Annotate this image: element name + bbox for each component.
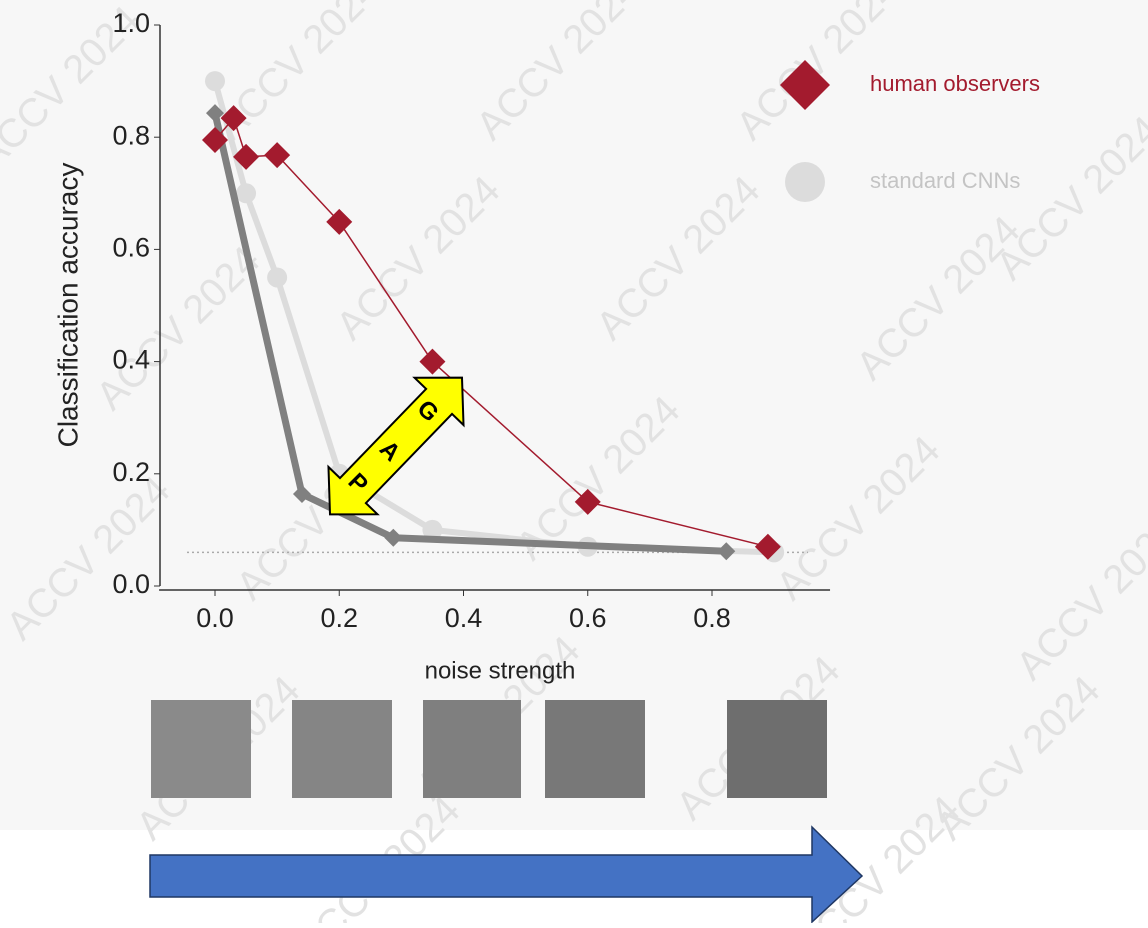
thumbnail xyxy=(727,700,827,798)
series-line xyxy=(211,112,727,555)
marker xyxy=(205,71,225,92)
y-axis-label: Classification accuracy xyxy=(52,163,83,448)
marker xyxy=(419,348,446,375)
y-tick-label: 0.8 xyxy=(112,120,150,150)
legend-label: human observers xyxy=(870,71,1040,96)
gap-arrow xyxy=(327,376,465,516)
legend-label: standard CNNs xyxy=(870,168,1020,193)
marker xyxy=(202,127,228,154)
figure-background xyxy=(0,0,1148,830)
legend-marker xyxy=(780,60,830,110)
y-tick-label: 1.0 xyxy=(112,8,150,38)
progress-arrow xyxy=(149,825,864,924)
x-tick-label: 0.4 xyxy=(445,603,483,633)
marker xyxy=(267,267,288,288)
marker xyxy=(422,519,443,540)
marker xyxy=(264,142,291,169)
thumbnail xyxy=(545,700,645,798)
y-tick-label: 0.4 xyxy=(112,345,150,375)
legend-marker xyxy=(785,162,825,202)
x-axis-label: noise strength xyxy=(425,657,576,684)
marker xyxy=(292,484,311,503)
thumbnail xyxy=(151,700,251,798)
x-tick-label: 0.6 xyxy=(569,603,607,633)
marker xyxy=(754,533,781,560)
thumbnail xyxy=(423,700,521,798)
y-tick-label: 0.2 xyxy=(112,457,150,487)
marker xyxy=(233,143,260,170)
marker xyxy=(206,104,224,123)
y-tick-label: 0.6 xyxy=(112,233,150,263)
plot: 0.0 0.2 0.4 0.6 0.8 1.0 0.0 0.2 0.4 0.6 0.8 human o… xyxy=(112,8,1040,633)
marker xyxy=(220,105,247,132)
marker xyxy=(717,542,736,561)
x-tick-label: 0.2 xyxy=(320,603,358,633)
thumbnail xyxy=(292,700,392,798)
y-tick-label: 0.0 xyxy=(112,569,150,599)
double-arrow xyxy=(327,376,465,516)
marker xyxy=(384,528,403,547)
thumbnails xyxy=(151,700,827,798)
x-tick-label: 0.0 xyxy=(196,603,234,633)
marker xyxy=(236,183,257,204)
marker xyxy=(326,208,353,235)
marker xyxy=(574,488,601,515)
x-tick-label: 0.8 xyxy=(693,603,731,633)
